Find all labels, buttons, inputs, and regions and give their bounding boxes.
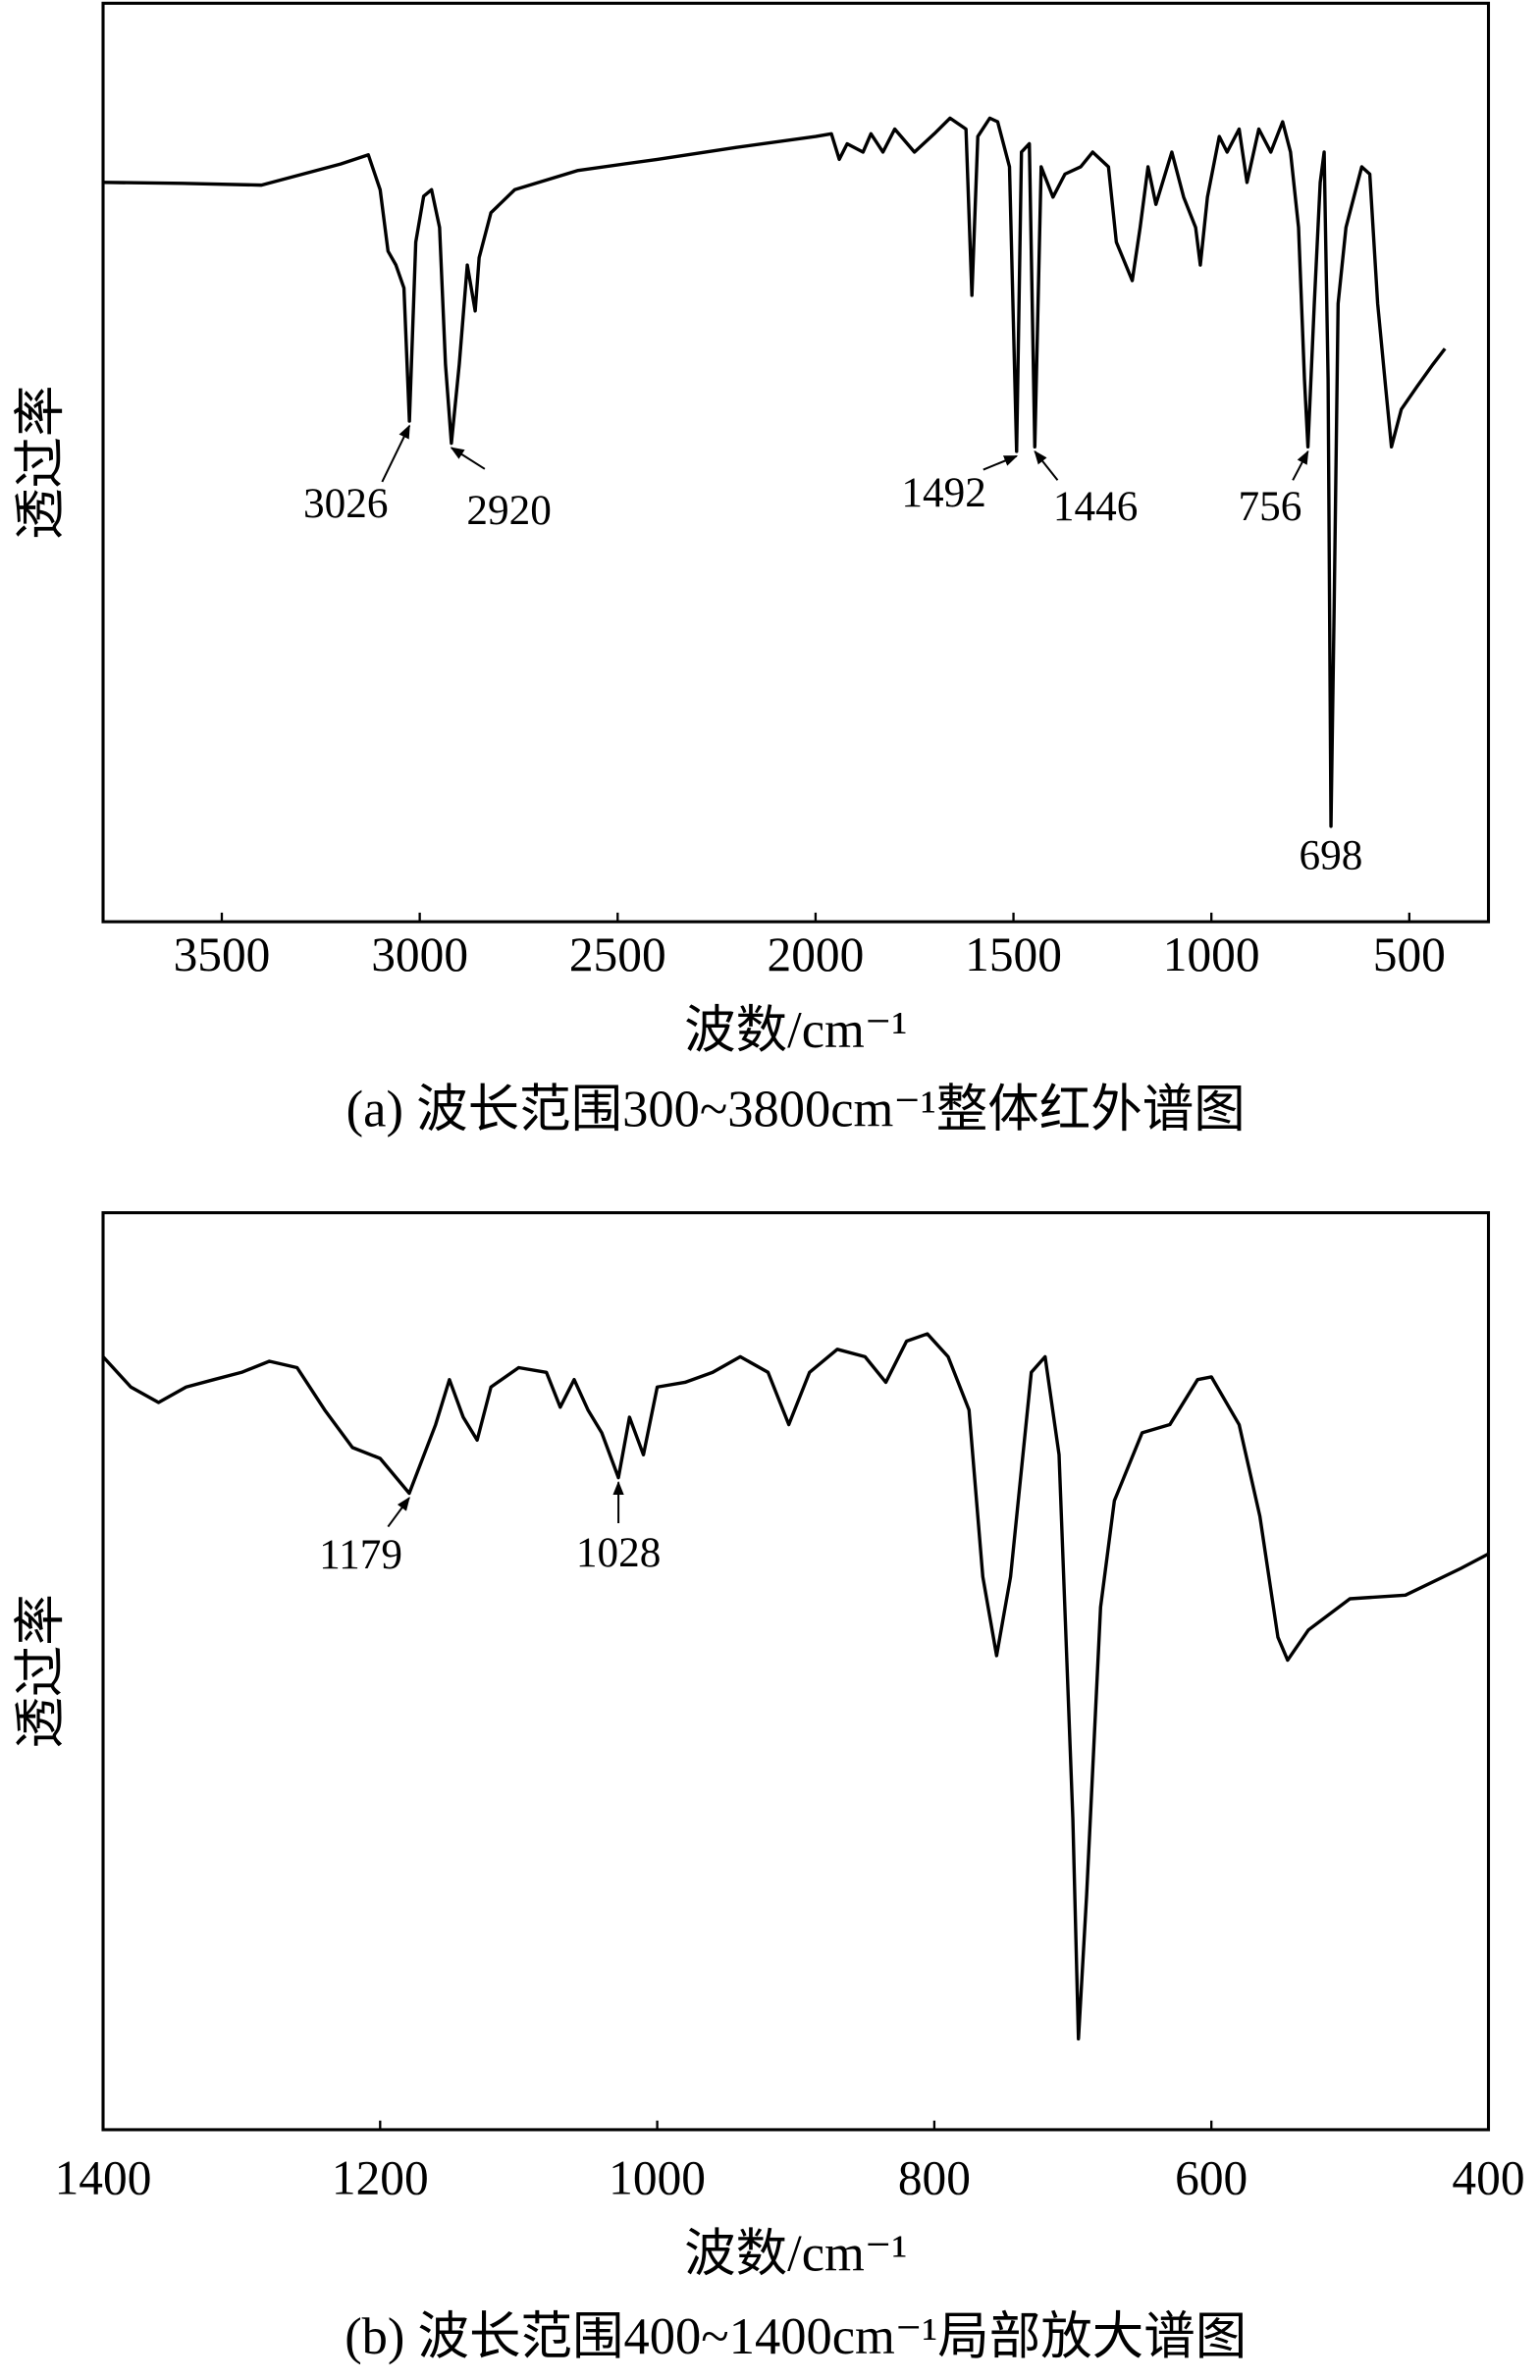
- peak-label: 1028: [576, 1529, 661, 1576]
- x-tick-label: 1000: [609, 2150, 706, 2204]
- peak-label: 1179: [319, 1531, 402, 1578]
- y-axis-label: 透过率: [12, 385, 69, 540]
- x-tick-label: 2500: [569, 927, 666, 981]
- peak-label: 3026: [303, 480, 388, 527]
- chart-caption: (a) 波长范围300~3800cm⁻¹整体红外谱图: [346, 1081, 1246, 1137]
- x-tick-label: 1000: [1163, 927, 1260, 981]
- x-tick-label: 600: [1175, 2150, 1248, 2204]
- x-tick-label: 3000: [371, 927, 468, 981]
- peak-label: 1446: [1053, 483, 1138, 530]
- x-tick-label: 400: [1452, 2150, 1524, 2204]
- x-tick-label: 800: [898, 2150, 971, 2204]
- spectrum-line: [102, 116, 1447, 828]
- peak-arrow: [387, 1497, 410, 1528]
- peak-arrow: [381, 424, 411, 483]
- peak-label: 698: [1300, 832, 1363, 879]
- x-tick-label: 500: [1373, 927, 1446, 981]
- peak-label: 1492: [901, 469, 985, 516]
- x-axis-label: 波数/cm⁻¹: [684, 1002, 907, 1059]
- peak-label: 756: [1239, 483, 1302, 530]
- chart-caption: (b) 波长范围400~1400cm⁻¹局部放大谱图: [345, 2308, 1247, 2365]
- plot-frame: [101, 1211, 1491, 2132]
- x-tick-label: 1500: [965, 927, 1062, 981]
- spectrum-line: [101, 1332, 1490, 2041]
- x-axis-label: 波数/cm⁻¹: [684, 2225, 907, 2282]
- peak-arrow: [450, 447, 486, 470]
- peak-label: 2920: [466, 487, 551, 534]
- x-tick-label: 3500: [174, 927, 271, 981]
- peak-arrow: [1034, 450, 1059, 481]
- peak-arrow: [1292, 450, 1309, 481]
- x-tick-label: 1400: [55, 2150, 152, 2204]
- y-axis-label: 透过率: [12, 1594, 69, 1749]
- x-tick-label: 1200: [332, 2150, 429, 2204]
- x-tick-label: 2000: [768, 927, 865, 981]
- peak-arrow: [982, 454, 1019, 471]
- plot-frame: [101, 1, 1491, 924]
